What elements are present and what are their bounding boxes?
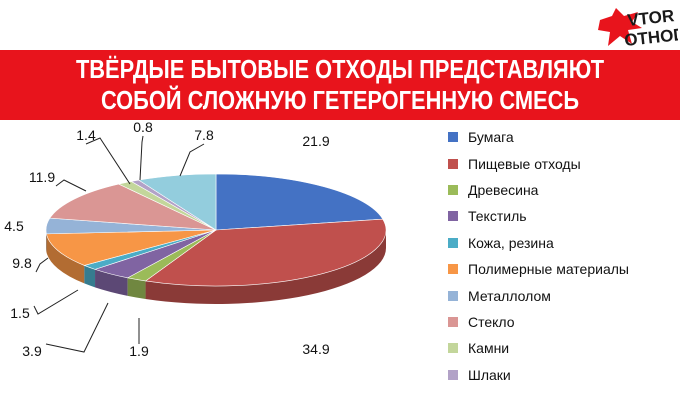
leader-line-slice-7 (55, 179, 87, 192)
legend-item-6: Металлолом (448, 282, 678, 308)
leader-line-slice-5 (35, 257, 49, 273)
leader-line-slice-4 (33, 289, 79, 315)
legend-item-4: Кожа, резина (448, 230, 678, 256)
legend-swatch-5 (448, 264, 458, 275)
data-label-slice-remaining: 7.8 (194, 127, 214, 143)
banner-title-line2: СОБОЙ СЛОЖНУЮ ГЕТЕРОГЕННУЮ СМЕСЬ (100, 85, 580, 115)
pie-side-slice-3 (95, 269, 128, 296)
pie-chart: 21.9 34.9 1.9 3.9 1.5 9.8 4.5 11.9 1.4 0.8 7.8 (4, 119, 387, 359)
pie-slice-remaining (138, 173, 217, 231)
legend-item-9: Шлаки (448, 362, 678, 388)
leader-line-slice-9 (139, 135, 144, 181)
legend-item-7: Стекло (448, 309, 678, 335)
pie-data-labels: 21.9 34.9 1.9 3.9 1.5 9.8 4.5 11.9 1.4 0.8 7.8 (4, 119, 330, 359)
legend-swatch-6 (448, 290, 458, 301)
legend-label-3: Текстиль (468, 208, 527, 225)
pie-slice-5 (46, 229, 217, 266)
pie-side-slice-4 (84, 265, 96, 288)
data-label-slice-3: 3.9 (22, 343, 42, 359)
pie-side-slice-5 (46, 233, 85, 284)
legend-label-7: Стекло (468, 313, 515, 330)
legend-item-3: Текстиль (448, 203, 678, 229)
legend-item-0: Бумага (448, 124, 678, 150)
pie-slice-7 (49, 183, 217, 231)
data-label-slice-8: 1.4 (76, 127, 96, 143)
logo-text-line1: VTOR (626, 6, 675, 30)
data-label-slice-5: 9.8 (12, 255, 32, 271)
pie-sides (46, 230, 386, 304)
legend-swatch-0 (448, 132, 458, 143)
leader-line-slice-remaining (179, 143, 205, 177)
chart-legend: Бумага Пищевые отходы Древесина Текстиль Кож… (448, 124, 678, 388)
legend-item-8: Камни (448, 335, 678, 361)
data-label-slice-6: 4.5 (4, 218, 24, 234)
legend-item-2: Древесина (448, 177, 678, 203)
legend-label-2: Древесина (468, 181, 539, 198)
legend-swatch-7 (448, 316, 458, 327)
legend-item-1: Пищевые отходы (448, 150, 678, 176)
legend-label-0: Бумага (468, 129, 514, 146)
legend-label-8: Камни (468, 340, 510, 357)
legend-swatch-3 (448, 211, 458, 222)
pie-slices (45, 173, 387, 287)
title-banner: ТВЁРДЫЕ БЫТОВЫЕ ОТХОДЫ ПРЕДСТАВЛЯЮТ СОБО… (0, 50, 680, 120)
banner-title-line1: ТВЁРДЫЕ БЫТОВЫЕ ОТХОДЫ ПРЕДСТАВЛЯЮТ (75, 54, 605, 84)
legend-label-1: Пищевые отходы (468, 155, 581, 172)
logo-star-shape (598, 8, 642, 46)
vtor-othodi-logo: VTOR OTHODI (598, 6, 678, 50)
legend-label-9: Шлаки (468, 366, 511, 383)
data-label-slice-4: 1.5 (10, 305, 30, 321)
pie-side-slice-1 (145, 230, 386, 304)
legend-label-6: Металлолом (468, 287, 551, 304)
legend-label-4: Кожа, резина (468, 234, 554, 251)
data-label-slice-1: 34.9 (302, 341, 329, 357)
legend-swatch-8 (448, 343, 458, 354)
data-label-slice-0: 21.9 (302, 133, 329, 149)
legend-swatch-4 (448, 237, 458, 248)
data-label-slice-2: 1.9 (129, 343, 149, 359)
data-label-slice-9: 0.8 (133, 119, 153, 135)
leader-line-slice-3 (45, 302, 109, 353)
pie-slice-1 (144, 218, 387, 287)
pie-leader-lines (33, 135, 205, 353)
data-label-slice-7: 11.9 (29, 169, 55, 185)
pie-side-slice-2 (127, 277, 146, 299)
legend-label-5: Полимерные материалы (468, 261, 629, 278)
legend-item-5: Полимерные материалы (448, 256, 678, 282)
legend-swatch-2 (448, 184, 458, 195)
legend-swatch-9 (448, 369, 458, 380)
leader-line-slice-8 (85, 137, 131, 185)
pie-slice-0 (215, 173, 384, 231)
legend-swatch-1 (448, 158, 458, 169)
